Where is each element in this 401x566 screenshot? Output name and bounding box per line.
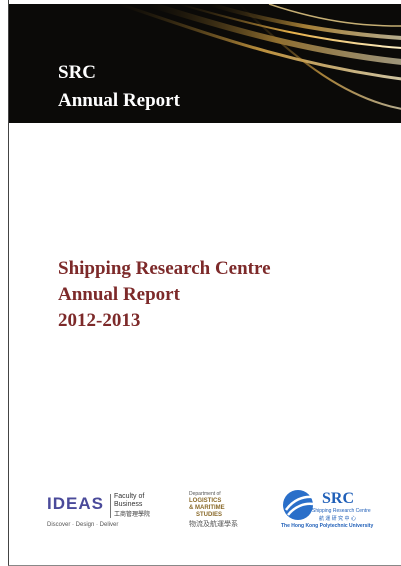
src-full: Shipping Research Centre xyxy=(312,508,371,514)
src-emblem xyxy=(281,488,315,522)
tagline: Discover · Design · Deliver xyxy=(47,522,118,528)
dept: Department of xyxy=(189,491,221,497)
header-band: SRC Annual Report xyxy=(9,4,401,123)
src-chinese: 航 運 研 究 中 心 xyxy=(319,515,356,522)
faculty: Faculty of xyxy=(114,493,144,500)
title-line: 2012-2013 xyxy=(58,310,140,332)
title-line: Shipping Research Centre xyxy=(58,258,271,280)
header-line: SRC xyxy=(58,62,96,84)
screen: {"header":{"line1":"SRC","line2":"Annual… xyxy=(0,0,401,566)
ideas-logo: IDEAS xyxy=(47,494,104,514)
dept-line: LOGISTICS xyxy=(189,498,221,504)
faculty: Business xyxy=(114,501,142,508)
src-name: SRC xyxy=(322,490,354,508)
dept-chinese: 物流及航運學系 xyxy=(189,519,238,529)
divider xyxy=(110,494,111,518)
title-line: Annual Report xyxy=(58,284,180,306)
cover-page: SRC Annual Report Shipping Research Cent… xyxy=(8,0,401,566)
dept-line: STUDIES xyxy=(196,512,222,518)
dept-line: & MARITIME xyxy=(189,505,225,511)
university: The Hong Kong Polytechnic University xyxy=(281,523,373,529)
faculty-chinese: 工商管理學院 xyxy=(114,509,150,518)
header-line: Annual Report xyxy=(58,90,180,112)
